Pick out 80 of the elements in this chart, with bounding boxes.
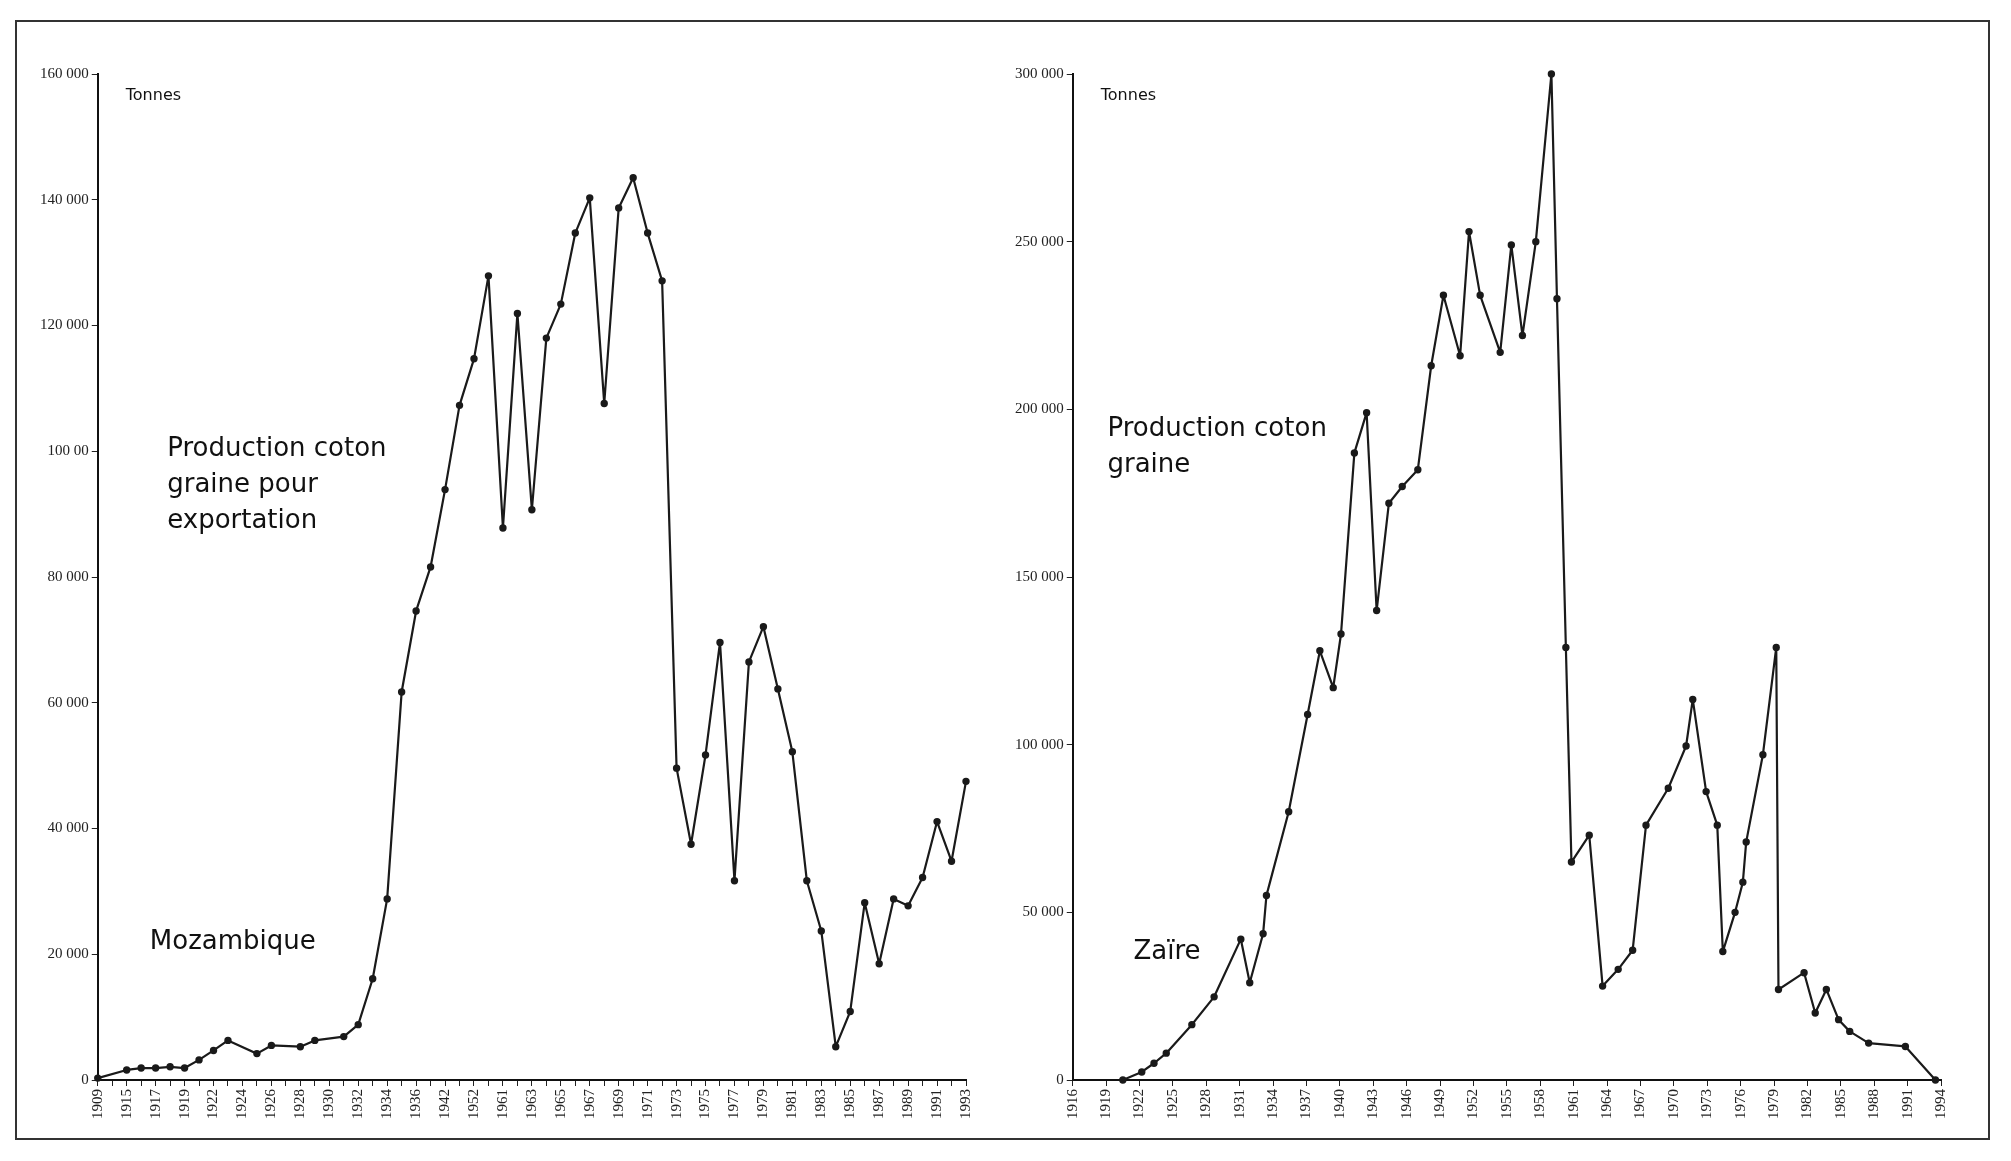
x-tick-label: 1985 — [841, 1089, 858, 1119]
y-tick-label: 250 000 — [1015, 232, 1064, 249]
x-tick-label: 1988 — [1865, 1089, 1882, 1119]
y-tick-label: 0 — [1056, 1070, 1064, 1087]
x-tick-label: 1961 — [493, 1089, 510, 1119]
x-tick-label: 1983 — [812, 1089, 829, 1119]
x-tick-label: 1977 — [725, 1088, 742, 1119]
x-tick-label: 1961 — [1564, 1089, 1581, 1119]
x-tick-label: 1975 — [696, 1089, 713, 1119]
x-tick-label: 1940 — [1330, 1089, 1347, 1119]
x-tick-label: 1942 — [435, 1089, 452, 1119]
y-tick-label: 100 000 — [1015, 735, 1064, 752]
y-tick-label: 200 000 — [1015, 400, 1064, 417]
x-tick-label: 1963 — [522, 1089, 539, 1119]
x-tick-label: 1946 — [1397, 1088, 1414, 1119]
x-tick-label: 1994 — [1931, 1088, 1948, 1119]
annotation: Production coton graine — [1107, 411, 1327, 478]
y-tick-label: 20 000 — [47, 945, 89, 962]
x-tick-label: 1936 — [407, 1088, 424, 1119]
x-tick-label: 1965 — [551, 1089, 568, 1119]
x-tick-label: 1958 — [1531, 1089, 1548, 1119]
x-tick-label: 1973 — [667, 1089, 684, 1119]
y-axis-title: Tonnes — [1099, 85, 1157, 105]
x-tick-label: 1989 — [899, 1089, 916, 1119]
annotation: Production coton graine pour exportation — [167, 431, 387, 534]
x-tick-label: 1917 — [146, 1088, 163, 1119]
x-tick-label: 1967 — [1631, 1088, 1648, 1119]
x-tick-label: 1979 — [1764, 1089, 1781, 1119]
x-tick-label: 1952 — [464, 1089, 481, 1119]
y-tick-label: 150 000 — [1015, 567, 1064, 584]
x-tick-label: 1955 — [1497, 1089, 1514, 1119]
y-tick-label: 120 000 — [40, 316, 89, 333]
annotation: Mozambique — [149, 924, 316, 955]
x-tick-label: 1919 — [175, 1089, 192, 1119]
x-tick-label: 1973 — [1698, 1089, 1715, 1119]
y-tick-label: 40 000 — [47, 819, 89, 836]
x-tick-label: 1934 — [1264, 1088, 1281, 1119]
x-tick-label: 1934 — [378, 1088, 395, 1119]
x-tick-label: 1931 — [1230, 1089, 1247, 1119]
x-tick-label: 1987 — [870, 1088, 887, 1119]
x-tick-label: 1970 — [1664, 1089, 1681, 1119]
x-tick-label: 1971 — [638, 1089, 655, 1119]
y-tick-label: 300 000 — [1015, 64, 1064, 81]
x-tick-label: 1925 — [1163, 1089, 1180, 1119]
x-tick-label: 1952 — [1464, 1089, 1481, 1119]
y-tick-label: 140 000 — [40, 190, 89, 207]
x-tick-label: 1993 — [956, 1089, 973, 1119]
x-tick-label: 1991 — [1898, 1089, 1915, 1119]
x-tick-label: 1982 — [1798, 1089, 1815, 1119]
annotation: Zaïre — [1133, 934, 1201, 965]
y-tick-label: 60 000 — [47, 693, 89, 710]
x-tick-label: 1937 — [1297, 1088, 1314, 1119]
x-tick-label: 1922 — [1130, 1089, 1147, 1119]
x-tick-label: 1964 — [1598, 1088, 1614, 1119]
y-tick-label: 160 000 — [40, 64, 89, 81]
x-tick-label: 1967 — [580, 1088, 597, 1119]
x-tick-label: 1916 — [1063, 1088, 1080, 1119]
x-tick-label: 1969 — [609, 1089, 626, 1119]
x-tick-label: 1922 — [204, 1089, 221, 1119]
y-axis-title: Tonnes — [124, 85, 182, 105]
x-tick-label: 1949 — [1431, 1089, 1448, 1119]
x-tick-label: 1932 — [349, 1089, 366, 1119]
x-tick-label: 1924 — [233, 1088, 250, 1119]
x-tick-label: 1928 — [1197, 1089, 1214, 1119]
y-tick-label: 80 000 — [47, 567, 89, 584]
x-tick-label: 1909 — [88, 1089, 105, 1119]
y-tick-label: 0 — [81, 1070, 89, 1087]
x-tick-label: 1981 — [783, 1089, 800, 1119]
x-tick-label: 1930 — [320, 1089, 337, 1119]
x-tick-label: 1943 — [1364, 1089, 1381, 1119]
x-tick-label: 1976 — [1731, 1088, 1748, 1119]
x-tick-label: 1991 — [928, 1089, 944, 1119]
x-tick-label: 1915 — [117, 1089, 134, 1119]
x-tick-label: 1928 — [291, 1089, 308, 1119]
x-tick-label: 1919 — [1097, 1089, 1114, 1119]
y-tick-label: 100 00 — [47, 442, 89, 459]
x-tick-label: 1979 — [754, 1089, 771, 1119]
x-tick-label: 1985 — [1831, 1089, 1848, 1119]
y-tick-label: 50 000 — [1022, 903, 1064, 920]
x-tick-label: 1926 — [262, 1088, 279, 1119]
